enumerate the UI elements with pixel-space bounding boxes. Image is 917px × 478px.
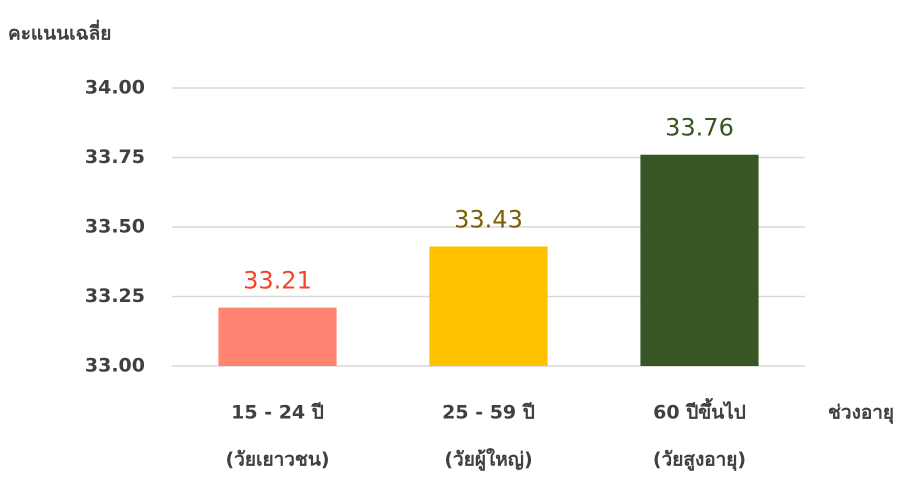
value-label: 33.43	[454, 205, 523, 233]
y-tick-label: 33.25	[85, 285, 145, 307]
y-tick-label: 34.00	[85, 77, 145, 99]
y-tick-label: 33.50	[85, 216, 145, 238]
x-axis-label: ช่วงอายุ	[828, 402, 894, 425]
x-tick-label: 25 - 59 ปี	[442, 402, 535, 424]
y-axis-label: คะแนนเฉลี่ย	[8, 20, 111, 45]
value-label: 33.76	[665, 114, 734, 142]
y-tick-label: 33.75	[85, 146, 145, 168]
bar	[429, 246, 548, 366]
x-tick-label: 15 - 24 ปี	[231, 402, 324, 424]
x-tick-label: (วัยเยาวชน)	[225, 449, 329, 471]
y-tick-label: 33.00	[85, 355, 145, 377]
x-tick-label: (วัยสูงอายุ)	[653, 449, 746, 472]
bar	[640, 154, 759, 366]
x-tick-label: (วัยผู้ใหญ่)	[444, 448, 532, 472]
value-label: 33.21	[243, 267, 312, 295]
bar	[218, 307, 337, 366]
x-tick-label: 60 ปีขึ้นไป	[653, 398, 746, 424]
